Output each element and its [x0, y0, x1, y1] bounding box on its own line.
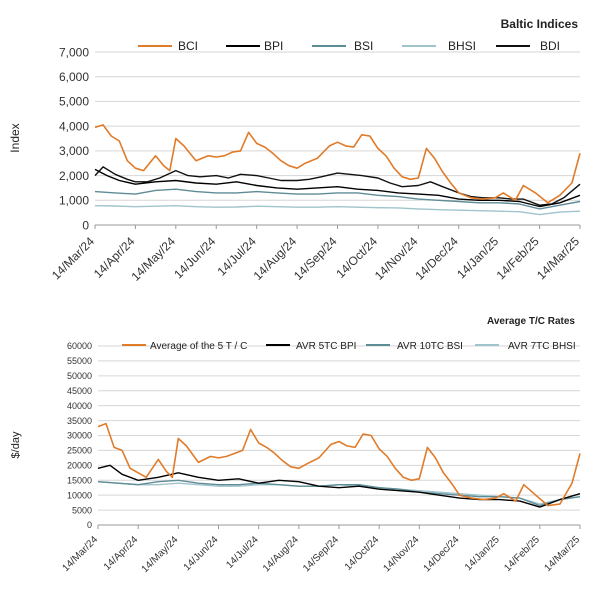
legend-label: AVR 5TC BPI: [296, 341, 356, 352]
series-line-bpi: [94, 168, 581, 208]
y-tick-label: 20000: [67, 461, 92, 471]
tc-rates-chart: Average T/C Rates $/day 0 5000 10000 15000 200…: [10, 316, 582, 575]
series-line-bsi: [94, 188, 581, 210]
series-line-avr-5tc-bpi: [97, 464, 581, 508]
y-tick-label: 5000: [72, 505, 92, 515]
legend-label: BDI: [540, 39, 560, 53]
y-tick-label: 0: [82, 218, 89, 232]
x-tick-label: 14/Jun/24: [182, 534, 221, 573]
x-tick-label: 14/Dec/24: [412, 234, 461, 283]
x-tick-label: 14/Oct/24: [343, 534, 382, 573]
y-tick-label: 1,000: [59, 194, 89, 208]
series-line-average-of-the-5-t-c: [97, 422, 581, 507]
y-tick-label: 0: [87, 520, 92, 530]
series-line-bci: [94, 124, 581, 204]
y-tick-label: 2,000: [59, 169, 89, 183]
y-tick-label: 55000: [67, 356, 92, 366]
y-tick-label: 60000: [67, 341, 92, 351]
x-tick-label: 14/Feb/25: [494, 234, 542, 282]
y-tick-label: 45000: [67, 386, 92, 396]
legend-label: BCI: [178, 39, 198, 53]
y-tick-label: 5,000: [59, 95, 89, 109]
x-tick-label: 14/Jun/24: [171, 234, 218, 281]
x-tick-label: 14/Dec/24: [422, 534, 462, 574]
y-tick-label: 4,000: [59, 119, 89, 133]
y-tick-label: 6,000: [59, 70, 89, 84]
baltic-indices-chart: Baltic Indices Index 0 1,000 2,000 3,000 4,000…: [8, 17, 582, 284]
legend-label: AVR 7TC BHSI: [508, 341, 576, 352]
y-axis-label: Index: [8, 123, 22, 152]
x-tick-label: 14/Mar/25: [543, 534, 583, 574]
legend-label: BPI: [264, 39, 283, 53]
legend-label: AVR 10TC BSI: [397, 341, 463, 352]
x-tick-label: 14/Sep/24: [291, 234, 340, 283]
y-tick-label: 25000: [67, 446, 92, 456]
x-tick-label: 14/May/24: [128, 234, 178, 284]
x-tick-label: 14/Sep/24: [301, 534, 341, 574]
y-tick-label: 10000: [67, 490, 92, 500]
y-tick-label: 35000: [67, 416, 92, 426]
y-tick-label: 7,000: [59, 45, 89, 59]
y-axis-label: $/day: [10, 431, 22, 458]
y-tick-label: 3,000: [59, 144, 89, 158]
x-tick-label: 14/Mar/24: [61, 534, 101, 574]
x-tick-label: 14/Aug/24: [251, 234, 300, 283]
y-tick-label: 40000: [67, 401, 92, 411]
y-tick-label: 30000: [67, 431, 92, 441]
y-tick-label: 50000: [67, 371, 92, 381]
x-tick-label: 14/Nov/24: [372, 234, 421, 283]
legend-label: BHSI: [448, 39, 476, 53]
series-line-bhsi: [94, 204, 581, 216]
x-tick-label: 14/Aug/24: [261, 534, 301, 574]
x-tick-label: 14/Jul/24: [224, 534, 261, 571]
x-tick-label: 14/May/24: [140, 534, 181, 575]
x-tick-label: 14/Mar/24: [49, 234, 97, 282]
chart-title: Baltic Indices: [501, 17, 579, 31]
x-tick-label: 14/Nov/24: [381, 534, 421, 574]
legend-label: Average of the 5 T / C: [150, 341, 247, 352]
x-tick-label: 14/Mar/25: [534, 234, 582, 282]
chart-title: Average T/C Rates: [487, 316, 575, 327]
x-tick-label: 14/Feb/25: [502, 534, 542, 574]
x-tick-label: 14/Apr/24: [102, 534, 141, 573]
legend-label: BSI: [354, 39, 373, 53]
x-tick-label: 14/Jan/25: [463, 534, 502, 573]
y-tick-label: 15000: [67, 475, 92, 485]
